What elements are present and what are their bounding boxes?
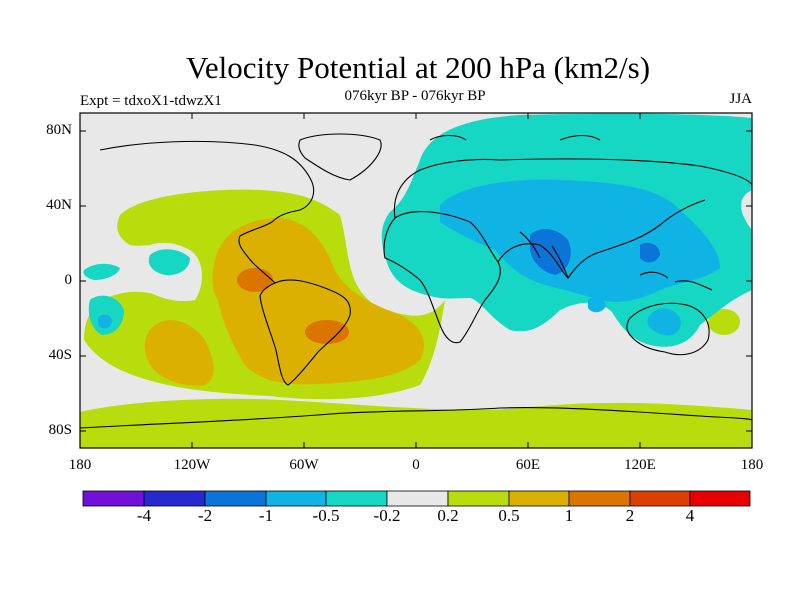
lon-label-180w: 180 [68, 457, 92, 473]
negative-mid-region [98, 179, 720, 336]
lat-label-40s: 40S [48, 347, 72, 363]
lon-label-120w: 120W [173, 457, 211, 473]
colorbar-bin-9 [568, 490, 631, 507]
lon-label-60w: 60W [289, 457, 319, 473]
colorbar-bin-10 [629, 490, 691, 507]
lon-label-120e: 120E [624, 457, 656, 473]
positive-strong-blob-north [237, 268, 273, 292]
map-subtitle: 076kyr BP - 076kyr BP [344, 88, 486, 104]
colorbar-label: 1 [564, 506, 574, 525]
colorbar-bin-3 [204, 490, 267, 507]
colorbar-bin-8 [508, 490, 570, 507]
colorbar-label: 0.5 [498, 506, 520, 525]
colorbar-bin-2 [143, 490, 206, 507]
map-title: Velocity Potential at 200 hPa (km2/s) [185, 50, 651, 85]
positive-weak-blob-australia [708, 309, 740, 335]
lon-label-0: 0 [412, 457, 420, 473]
negative-strong-region [530, 228, 660, 275]
colorbar-label: 2 [625, 506, 635, 525]
lat-label-80n: 80N [46, 122, 72, 138]
colorbar-label: 0.2 [437, 506, 459, 525]
lat-label-0: 0 [64, 272, 73, 288]
colorbar-bin-4 [265, 490, 327, 507]
contour-field [80, 113, 752, 448]
lat-label-80s: 80S [48, 422, 72, 438]
colorbar-bin-11 [689, 490, 751, 507]
colorbar-bin-5 [325, 490, 388, 507]
positive-strong-blob-south [305, 320, 349, 344]
colorbar-label: -1 [258, 506, 274, 525]
colorbar-label: -0.5 [312, 506, 340, 525]
experiment-label: Expt = tdxoX1-tdwzX1 [80, 93, 222, 109]
season-label: JJA [729, 91, 752, 107]
positive-mid-region [144, 218, 424, 386]
colorbar-label: -0.2 [373, 506, 401, 525]
lat-label-40n: 40N [46, 197, 72, 213]
coastlines [80, 133, 752, 429]
colorbar-bin-1 [82, 490, 145, 507]
colorbar-label: -4 [136, 506, 152, 525]
colorbar [82, 490, 751, 507]
lon-label-180e: 180 [740, 457, 764, 473]
axis-ticks [80, 113, 752, 448]
colorbar-label: 4 [685, 506, 695, 525]
colorbar-bin-6 [386, 490, 449, 507]
colorbar-bin-7 [447, 490, 510, 507]
lon-label-60e: 60E [515, 457, 541, 473]
colorbar-label: -2 [197, 506, 213, 525]
